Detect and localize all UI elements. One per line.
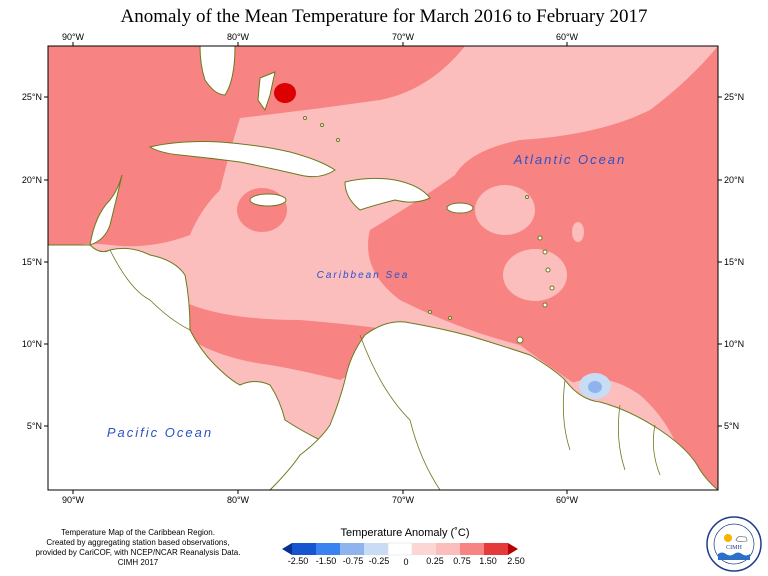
bottom-tick-80w: 80°W bbox=[227, 495, 250, 505]
wave-icon bbox=[718, 552, 750, 560]
border-line bbox=[149, 299, 191, 331]
legend-swatch bbox=[364, 543, 388, 555]
legend-swatch bbox=[412, 543, 436, 555]
legend-tick: 2.50 bbox=[507, 556, 525, 566]
top-tick-70w: 70°W bbox=[392, 32, 415, 42]
left-tick-25n: 25°N bbox=[22, 92, 42, 102]
legend-swatch bbox=[460, 543, 484, 555]
legend-title: Temperature Anomaly (˚C) bbox=[340, 527, 470, 539]
legend-tick: 1.50 bbox=[479, 556, 497, 566]
anomaly-pocket-lesser-antilles bbox=[503, 249, 567, 301]
map-frame bbox=[47, 45, 719, 491]
left-tick-10n: 10°N bbox=[22, 339, 42, 349]
island-trinidad bbox=[516, 336, 524, 344]
right-tick-10n: 10°N bbox=[724, 339, 744, 349]
legend-arrow-right bbox=[508, 543, 518, 555]
land-hispaniola bbox=[344, 177, 431, 211]
island-dot bbox=[303, 116, 307, 120]
credits-line: Created by aggregating station based obs… bbox=[46, 538, 230, 547]
legend-tick: 0.25 bbox=[426, 556, 444, 566]
top-tick-80w: 80°W bbox=[227, 32, 250, 42]
left-tick-15n: 15°N bbox=[22, 257, 42, 267]
anomaly-zone-south-caribbean bbox=[180, 300, 390, 380]
island-dot bbox=[549, 285, 555, 291]
right-tick-20n: 20°N bbox=[724, 175, 744, 185]
land-south-america bbox=[269, 321, 718, 490]
land-puerto-rico bbox=[446, 202, 474, 214]
map-title: Anomaly of the Mean Temperature for Marc… bbox=[120, 6, 648, 27]
legend-tick: -1.50 bbox=[316, 556, 337, 566]
anomaly-pocket-small bbox=[572, 222, 584, 242]
island-dot bbox=[537, 235, 543, 241]
top-tick-60w: 60°W bbox=[556, 32, 579, 42]
cimh-logo: CIMH bbox=[706, 516, 762, 572]
border-line bbox=[652, 424, 661, 476]
border-line bbox=[359, 334, 441, 490]
logo-text: CIMH bbox=[726, 545, 742, 551]
label-pacific-ocean: Pacific Ocean bbox=[107, 425, 213, 440]
bottom-tick-90w: 90°W bbox=[62, 495, 85, 505]
border-line bbox=[562, 379, 571, 451]
sun-icon bbox=[724, 534, 732, 542]
island-dot bbox=[545, 267, 551, 273]
island-dot bbox=[320, 123, 324, 127]
credits-line: Temperature Map of the Caribbean Region. bbox=[61, 528, 215, 537]
cloud-icon bbox=[735, 536, 748, 542]
land-florida bbox=[199, 46, 236, 96]
color-legend: -2.50 -1.50 -0.75 -0.25 0 0.25 0.75 1.50… bbox=[282, 542, 525, 567]
legend-swatch bbox=[316, 543, 340, 555]
legend-swatch bbox=[340, 543, 364, 555]
top-tick-90w: 90°W bbox=[62, 32, 85, 42]
legend-tick: -0.25 bbox=[369, 556, 390, 566]
anomaly-negative-core bbox=[588, 381, 602, 393]
land-cuba bbox=[148, 141, 336, 178]
land-yucatan bbox=[89, 174, 123, 246]
legend-tick: 0 bbox=[403, 557, 408, 567]
credits-line: provided by CariCOF, with NCEP/NCAR Rean… bbox=[35, 548, 241, 557]
island-dot bbox=[542, 249, 548, 255]
land-jamaica bbox=[249, 193, 287, 207]
border-line bbox=[109, 249, 151, 301]
right-tick-15n: 15°N bbox=[724, 257, 744, 267]
legend-swatch bbox=[484, 543, 508, 555]
right-tick-5n: 5°N bbox=[724, 421, 739, 431]
bottom-tick-60w: 60°W bbox=[556, 495, 579, 505]
island-dot bbox=[448, 316, 452, 320]
border-line bbox=[617, 404, 626, 471]
anomaly-zone-gulf bbox=[48, 46, 465, 255]
island-dot bbox=[428, 310, 432, 314]
anomaly-pocket-puerto-rico bbox=[475, 185, 535, 235]
land-bahamas bbox=[257, 71, 276, 112]
left-tick-5n: 5°N bbox=[27, 421, 42, 431]
label-atlantic-ocean: Atlantic Ocean bbox=[513, 152, 627, 167]
island-dot bbox=[525, 195, 529, 199]
bottom-tick-70w: 70°W bbox=[392, 495, 415, 505]
map-credits: Temperature Map of the Caribbean Region.… bbox=[18, 528, 258, 568]
legend-swatch bbox=[436, 543, 460, 555]
legend-swatch bbox=[292, 543, 316, 555]
legend-arrow-left bbox=[282, 543, 292, 555]
legend-swatch bbox=[387, 542, 413, 556]
label-caribbean-sea: Caribbean Sea bbox=[317, 270, 410, 281]
right-tick-25n: 25°N bbox=[724, 92, 744, 102]
legend-tick: -0.75 bbox=[343, 556, 364, 566]
left-tick-20n: 20°N bbox=[22, 175, 42, 185]
legend-tick: 0.75 bbox=[453, 556, 471, 566]
anomaly-hot-spot bbox=[274, 83, 296, 103]
island-dot bbox=[542, 302, 548, 308]
legend-tick: -2.50 bbox=[288, 556, 309, 566]
island-dot bbox=[336, 138, 340, 142]
credits-line: CIMH 2017 bbox=[117, 558, 159, 567]
